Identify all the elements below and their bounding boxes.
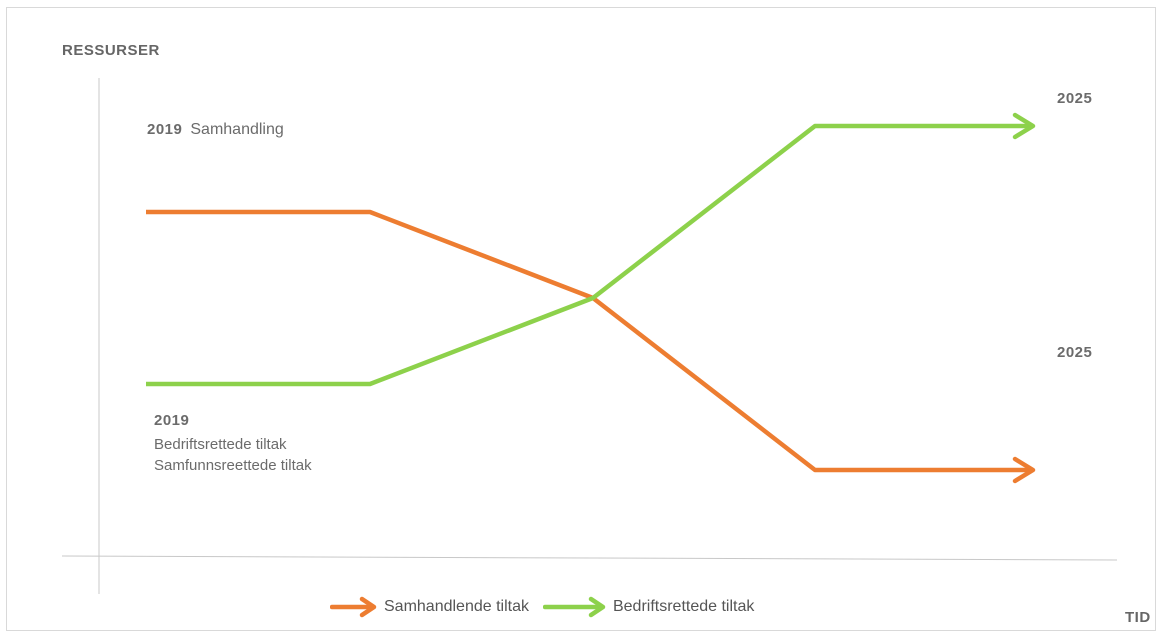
green-line xyxy=(146,123,1030,387)
y-axis-label: RESSURSER xyxy=(62,42,160,59)
end-label-2025-bottom: 2025 xyxy=(1057,344,1093,361)
annotation-text: Samhandling xyxy=(190,121,284,138)
annotation-line-bedrift: Bedriftsrettede tiltak xyxy=(154,436,287,453)
legend: Samhandlende tiltak Bedriftsrettede tilt… xyxy=(330,594,768,620)
annotation-2019-tiltak: 2019 Bedriftsrettede tiltak Samfunnsreet… xyxy=(154,410,312,476)
legend-item-samhandlende: Samhandlende tiltak xyxy=(330,595,529,619)
green-arrow-icon xyxy=(542,596,606,618)
legend-label: Bedriftsrettede tiltak xyxy=(612,598,755,615)
annotation-year: 2019 xyxy=(147,121,183,138)
x-axis-label: TID xyxy=(1125,609,1151,626)
diagram-frame xyxy=(6,7,1156,631)
legend-label: Samhandlende tiltak xyxy=(384,598,529,615)
orange-arrowhead xyxy=(1012,456,1036,484)
annotation-2019-samhandling: 2019 Samhandling xyxy=(147,121,284,139)
annotation-year: 2019 xyxy=(154,412,190,429)
green-arrowhead xyxy=(1012,112,1036,140)
annotation-line-samfunn: Samfunnsreettede tiltak xyxy=(154,457,312,474)
end-label-2025-top: 2025 xyxy=(1057,90,1093,107)
legend-item-bedriftsrettede: Bedriftsrettede tiltak xyxy=(542,595,755,619)
orange-arrow-icon xyxy=(330,596,377,618)
x-axis-line xyxy=(61,555,1118,561)
